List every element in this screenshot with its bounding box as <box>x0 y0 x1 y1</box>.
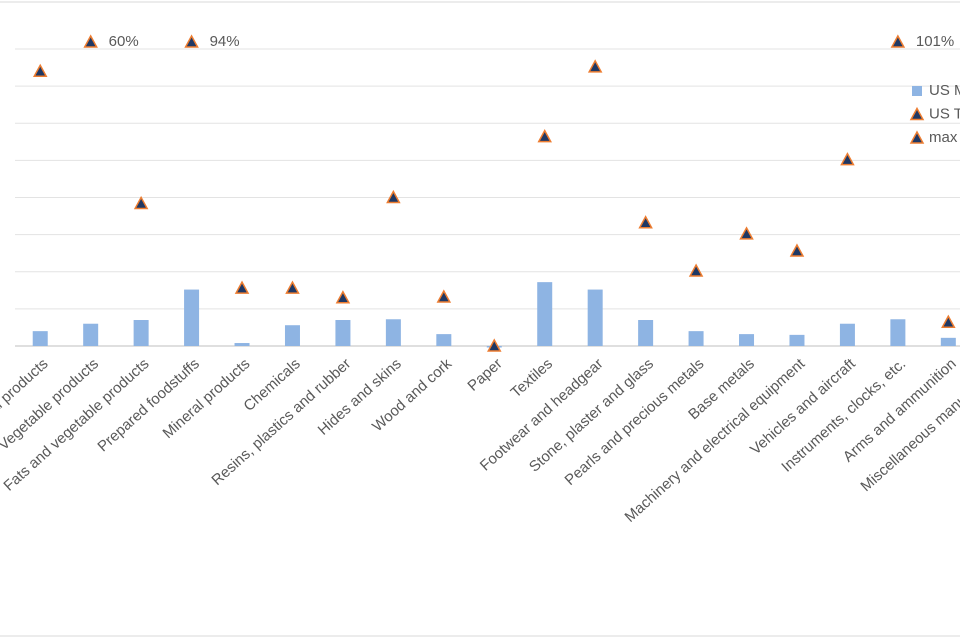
triangle-marker <box>941 314 956 328</box>
bar <box>890 319 906 346</box>
triangle-marker <box>32 63 48 78</box>
bar <box>436 334 452 346</box>
legend-swatch <box>912 86 922 96</box>
triangle-marker <box>234 280 250 294</box>
x-tick-label: Textiles <box>508 355 557 401</box>
bar <box>284 325 300 346</box>
triangle-marker <box>487 338 502 352</box>
data-label: 94% <box>210 33 240 50</box>
data-label: 101% <box>916 33 954 50</box>
triangle-marker <box>840 152 855 166</box>
triangle-marker <box>335 290 351 304</box>
triangle-marker <box>537 129 552 143</box>
bar <box>638 320 654 346</box>
triangle-marker <box>386 189 401 204</box>
data-label: 60% <box>109 33 139 50</box>
triangle-marker <box>638 215 653 229</box>
bar <box>133 320 149 346</box>
bar <box>385 319 401 346</box>
triangle-marker <box>688 263 704 277</box>
triangle-marker <box>285 280 300 294</box>
bar <box>940 337 956 346</box>
legend-label: US MFN <box>929 82 960 99</box>
bar <box>688 331 704 346</box>
legend-label: US Tariff <box>929 105 960 122</box>
triangle-marker <box>184 34 199 48</box>
bar <box>335 320 351 346</box>
bar <box>537 282 553 346</box>
legend-label: max <box>929 129 958 146</box>
bar <box>587 289 603 346</box>
bar <box>32 331 48 346</box>
bar <box>184 289 200 346</box>
legend-swatch <box>909 130 925 144</box>
triangle-marker <box>133 195 149 210</box>
triangle-marker <box>890 34 906 48</box>
x-tick-label: Paper <box>464 355 505 394</box>
triangle-marker <box>83 34 98 48</box>
bar <box>739 334 755 346</box>
bar <box>789 334 805 346</box>
bar <box>83 323 99 346</box>
x-tick-label: Machinery and electrical equipment <box>622 355 809 526</box>
bar <box>839 323 855 346</box>
triangle-marker <box>789 243 805 257</box>
x-tick-label: Mineral products <box>160 355 254 442</box>
triangle-marker <box>436 289 452 303</box>
legend-swatch <box>909 106 925 121</box>
triangle-marker <box>739 226 754 240</box>
bar <box>234 343 250 346</box>
triangle-marker <box>587 59 603 73</box>
